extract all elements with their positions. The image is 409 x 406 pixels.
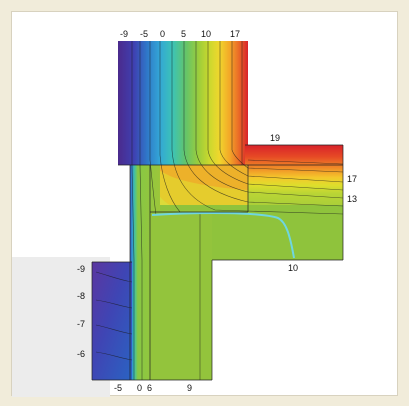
label-top-3: 0 xyxy=(160,29,165,39)
floor-slab xyxy=(245,145,343,210)
label-right-1: 19 xyxy=(270,133,280,143)
foot-block xyxy=(92,262,132,380)
label-top-6: 17 xyxy=(230,29,240,39)
label-left-4: -6 xyxy=(77,349,85,359)
isotherm-10-line xyxy=(151,212,295,259)
label-top-5: 10 xyxy=(201,29,211,39)
label-right-2: 17 xyxy=(347,174,357,184)
label-bottom-3: 6 xyxy=(147,383,152,393)
label-left-3: -7 xyxy=(77,319,85,329)
label-top-1: -9 xyxy=(120,29,128,39)
construction-outline xyxy=(91,144,344,381)
label-inner: 10 xyxy=(288,263,298,273)
label-right-3: 13 xyxy=(347,194,357,204)
label-left-1: -9 xyxy=(77,264,85,274)
label-left-2: -8 xyxy=(77,291,85,301)
label-top-2: -5 xyxy=(140,29,148,39)
label-bottom-2: 0 xyxy=(137,383,142,393)
label-bottom-1: -5 xyxy=(114,383,122,393)
upper-wall xyxy=(118,41,248,165)
label-top-4: 5 xyxy=(181,29,186,39)
lower-wall xyxy=(150,210,212,380)
label-bottom-4: 9 xyxy=(187,383,192,393)
